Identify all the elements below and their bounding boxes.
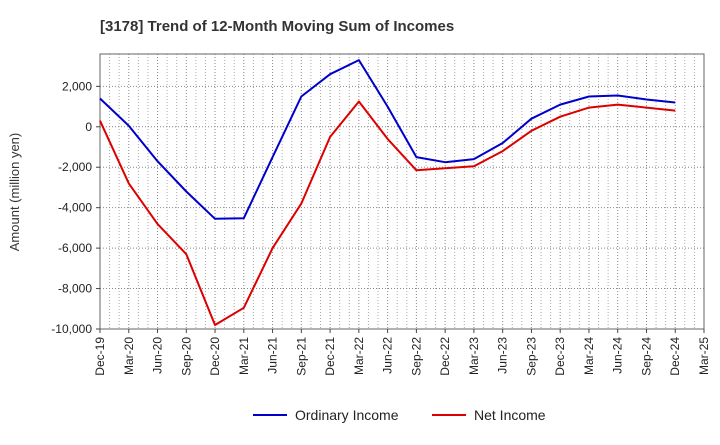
grid [99,54,705,330]
y-tick-label: -10,000 [51,322,92,336]
plot-area-border [99,53,705,330]
y-tick-label: -6,000 [58,241,92,255]
legend-label-ordinary-income: Ordinary Income [295,407,399,423]
x-tick-label: Mar-22 [352,337,366,375]
x-tick-label: Mar-24 [582,337,596,375]
legend-label-net-income: Net Income [474,407,546,423]
x-tick-label: Sep-21 [294,337,308,376]
x-tick-label: Sep-23 [524,337,538,376]
x-tick-label: Jun-22 [381,337,395,374]
chart-title: [3178] Trend of 12-Month Moving Sum of I… [100,18,454,35]
y-tick-label: -8,000 [58,282,92,296]
x-tick-label: Jun-24 [611,337,625,374]
x-tick-label: Mar-25 [697,337,711,375]
x-tick-label: Dec-21 [323,337,337,376]
x-tick-label: Dec-22 [438,337,452,376]
x-tick-label: Mar-20 [122,337,136,375]
x-tick-label: Jun-23 [496,337,510,374]
y-tick-label: 0 [85,120,92,134]
series-line-ordinary-income [99,59,676,220]
y-tick-label: -2,000 [58,160,92,174]
y-tick-label: -4,000 [58,201,92,215]
x-tick-label: Jun-21 [266,337,280,374]
x-tick-label: Sep-22 [409,337,423,376]
x-tick-label: Dec-19 [93,337,107,376]
x-tick-label: Mar-21 [237,337,251,375]
x-tick-label: Dec-24 [668,337,682,376]
x-axis-ticks: Dec-19 Mar-20 Jun-20 Sep-20 Dec-20 Mar-21 Jun-… [93,329,711,376]
x-tick-label: Sep-20 [179,337,193,376]
x-tick-label: Dec-23 [553,337,567,376]
y-axis-label: Amount (million yen) [7,133,22,252]
x-tick-label: Mar-23 [467,337,481,375]
legend: Ordinary Income Net Income [253,407,546,423]
y-tick-label: 2,000 [62,79,92,93]
x-tick-label: Dec-20 [208,337,222,376]
series-lines [99,59,676,326]
y-axis-ticks: 2,000 0 -2,000 -4,000 -6,000 -8,000 -10,000 [51,79,100,336]
series-line-net-income [99,100,676,326]
x-tick-label: Jun-20 [151,337,165,374]
x-tick-label: Sep-24 [639,337,653,376]
